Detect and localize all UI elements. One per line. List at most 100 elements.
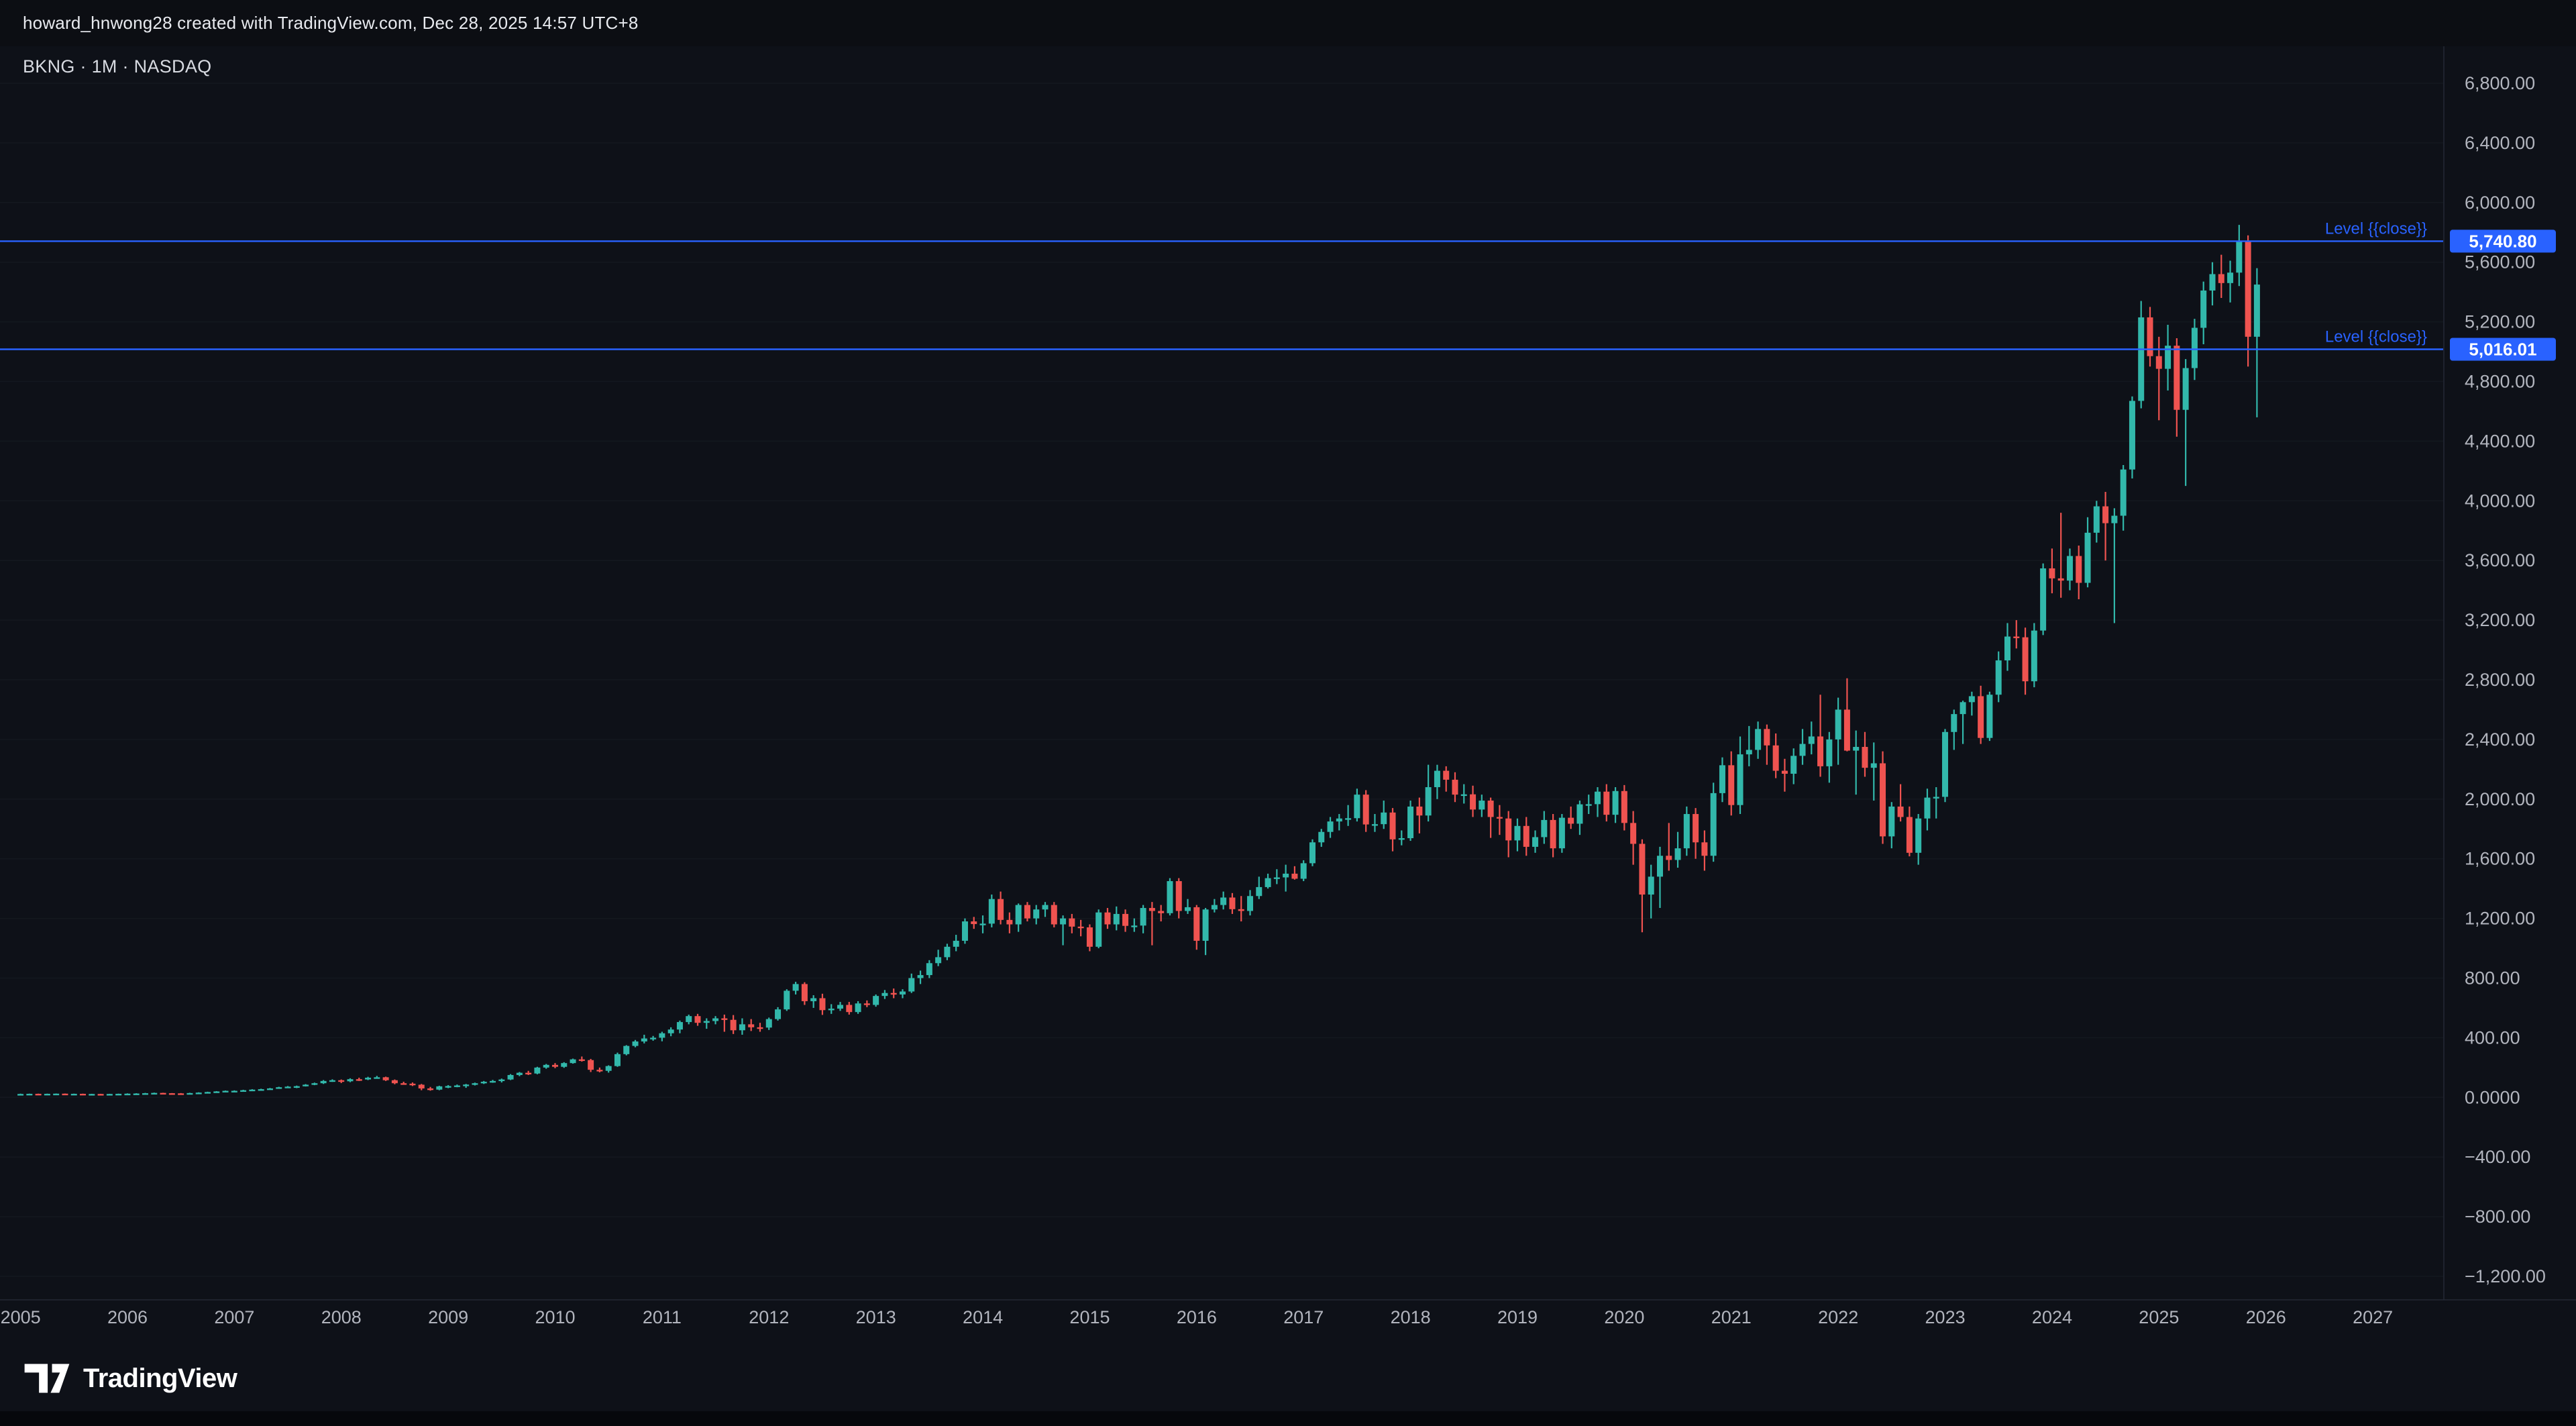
candle xyxy=(1283,864,1289,892)
time-axis-label: 2007 xyxy=(214,1307,254,1327)
price-axis-label: 800.00 xyxy=(2465,968,2520,988)
candle xyxy=(721,1014,728,1032)
time-axis[interactable]: 2005 2006 2007 2008 2009 2010 2011 2012 2013 2014… xyxy=(1,1307,2394,1327)
candle xyxy=(2138,301,2145,409)
candle xyxy=(1612,787,1619,823)
candle xyxy=(792,982,799,995)
candle xyxy=(561,1062,568,1068)
candle xyxy=(961,918,968,944)
candle xyxy=(810,995,817,1008)
candle xyxy=(480,1080,487,1084)
candle xyxy=(935,950,942,966)
candle xyxy=(1452,772,1458,803)
price-axis-label: 4,400.00 xyxy=(2465,431,2535,451)
candle xyxy=(712,1016,719,1025)
candle xyxy=(2084,517,2091,588)
price-axis-label: 5,200.00 xyxy=(2465,312,2535,332)
candle xyxy=(1541,811,1548,844)
candle xyxy=(62,1093,68,1096)
candle xyxy=(1978,685,1984,744)
candle xyxy=(1674,831,1681,868)
candle xyxy=(303,1084,309,1087)
candle xyxy=(1051,902,1057,927)
candle xyxy=(2111,508,2118,623)
candle xyxy=(1425,764,1432,822)
candle xyxy=(873,994,879,1007)
candle xyxy=(899,989,906,999)
candle xyxy=(1015,903,1022,932)
symbol-legend[interactable]: BKNG · 1M · NASDAQ xyxy=(23,56,212,77)
candle xyxy=(1229,893,1236,914)
candle xyxy=(320,1080,327,1084)
candle xyxy=(1336,814,1342,831)
candle xyxy=(1042,902,1049,917)
candle xyxy=(1033,905,1040,925)
price-axis[interactable]: 6,800.00 6,400.00 6,000.00 5,600.00 5,200.00… xyxy=(2465,73,2546,1286)
time-axis-label: 2019 xyxy=(1497,1307,1538,1327)
candle xyxy=(17,1093,24,1096)
candle xyxy=(784,989,790,1011)
svg-text:5,016.01: 5,016.01 xyxy=(2469,339,2536,359)
candle xyxy=(222,1090,229,1092)
candle xyxy=(605,1065,612,1073)
candle xyxy=(178,1092,184,1095)
candle xyxy=(1808,721,1815,755)
candle xyxy=(1131,918,1138,932)
candle xyxy=(436,1085,443,1090)
candle xyxy=(1603,784,1610,822)
level-line[interactable]: Level {{close}} 5,740.80 xyxy=(0,219,2556,253)
candle xyxy=(365,1076,372,1080)
candle xyxy=(44,1093,50,1096)
candle xyxy=(676,1020,683,1033)
candle xyxy=(356,1077,362,1081)
time-axis-label: 2026 xyxy=(2246,1307,2286,1327)
candle xyxy=(1995,651,2002,703)
candle xyxy=(249,1089,256,1092)
candle xyxy=(988,895,995,927)
candle xyxy=(1514,818,1521,852)
price-axis-label: 2,400.00 xyxy=(2465,729,2535,750)
candle xyxy=(1256,876,1263,899)
candle xyxy=(266,1088,273,1090)
candle xyxy=(979,915,986,933)
candle xyxy=(1960,701,1966,744)
level-line-label: Level {{close}} xyxy=(2325,327,2427,346)
bottom-strip xyxy=(0,1411,2576,1426)
candle xyxy=(623,1045,630,1056)
candle xyxy=(2120,464,2127,531)
time-axis-label: 2014 xyxy=(963,1307,1003,1327)
candle xyxy=(1238,896,1244,922)
candle xyxy=(1300,860,1307,882)
candle xyxy=(2182,359,2189,487)
candle xyxy=(2057,513,2064,598)
candle xyxy=(329,1079,335,1082)
candle xyxy=(2218,254,2224,299)
price-axis-label: 6,000.00 xyxy=(2465,193,2535,213)
candle xyxy=(382,1076,389,1081)
candle xyxy=(1843,678,1850,752)
candle xyxy=(1470,785,1477,817)
candle xyxy=(2209,262,2216,306)
tradingview-brand-text: TradingView xyxy=(83,1363,237,1393)
candle xyxy=(2129,396,2135,478)
price-axis-label: 5,600.00 xyxy=(2465,252,2535,272)
candle xyxy=(1906,806,1913,857)
time-axis-label: 2022 xyxy=(1818,1307,1858,1327)
candle xyxy=(1870,742,1877,801)
candle xyxy=(1986,691,1993,742)
price-axis-label: 2,000.00 xyxy=(2465,789,2535,809)
tradingview-logo[interactable]: TradingView xyxy=(23,1357,237,1400)
price-axis-label: 6,800.00 xyxy=(2465,73,2535,93)
price-axis-label: 0.0000 xyxy=(2465,1087,2520,1107)
candle xyxy=(445,1085,451,1088)
level-line[interactable]: Level {{close}} 5,016.01 xyxy=(0,327,2556,361)
candle xyxy=(1069,913,1075,933)
candle xyxy=(748,1019,755,1031)
svg-text:5,740.80: 5,740.80 xyxy=(2469,231,2536,251)
candle xyxy=(1799,729,1806,765)
candle xyxy=(160,1092,166,1095)
candle xyxy=(953,935,959,952)
candle xyxy=(1318,829,1325,847)
candle xyxy=(1167,878,1173,916)
